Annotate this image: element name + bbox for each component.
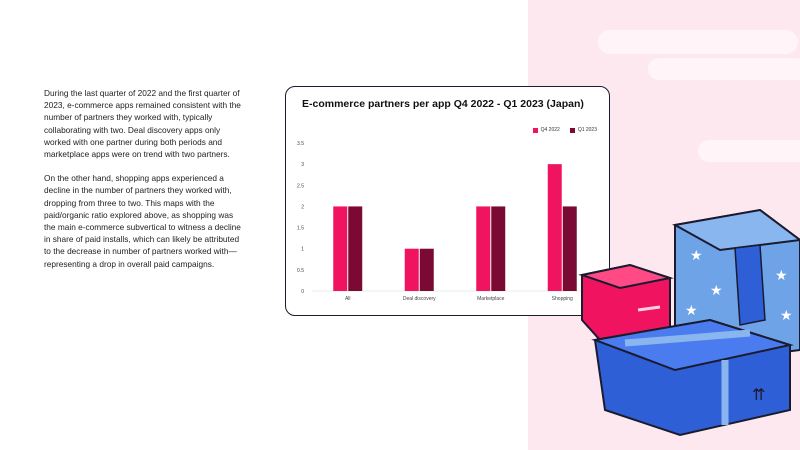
bar-q1 [562,206,577,291]
legend-item-q1: Q1 2023 [569,127,597,133]
x-tick-label: Deal discovery [403,296,436,302]
chart-legend: Q4 2022 Q1 2023 [532,127,597,133]
bar-q4 [333,206,348,291]
y-tick-label: 0.5 [297,268,304,274]
legend-label-q1: Q1 2023 [577,127,597,133]
svg-text:★: ★ [780,307,793,323]
y-tick-label: 1 [301,247,304,253]
bar-q1 [491,206,506,291]
cloud-shape [598,30,798,54]
legend-item-q4: Q4 2022 [532,127,560,133]
x-tick-label: Shopping [552,296,573,302]
cloud-shape [648,58,800,80]
y-tick-label: 3.5 [297,141,304,147]
legend-label-q4: Q4 2022 [540,127,560,133]
svg-text:★: ★ [710,282,723,298]
pink-gift-box [578,263,674,342]
blue-gift-box: ⇈ [591,318,794,437]
bar-q4 [547,164,562,291]
chart-title: E-commerce partners per app Q4 2022 - Q1… [302,98,584,110]
bar-chart: 0 0.5 1 1.5 2 2.5 3 3.5 All Deal discovery Marketp… [297,141,598,302]
y-tick-label: 0 [301,289,304,295]
svg-text:★: ★ [690,247,703,263]
bar-q4 [476,206,491,291]
y-tick-label: 2.5 [297,183,304,189]
intro-paragraph-1: During the last quarter of 2022 and the … [44,88,241,160]
this-side-up-icon: ⇈ [752,387,765,404]
x-tick-label: All [345,296,351,302]
svg-text:★: ★ [775,267,788,283]
x-tick-label: Marketplace [477,296,504,302]
intro-paragraph-2: On the other hand, shopping apps experie… [44,173,241,269]
chart-card: E-commerce partners per app Q4 2022 - Q1… [285,86,610,316]
y-tick-label: 1.5 [297,226,304,232]
gift-boxes-illustration: ★ ★ ★ ★ ★ ⇈ [578,208,800,437]
legend-swatch-q1 [569,127,575,133]
cloud-shape [698,140,800,162]
intro-text: During the last quarter of 2022 and the … [44,87,244,282]
bar-q4 [404,248,419,291]
bar-q1 [419,248,434,291]
legend-swatch-q4 [532,127,538,133]
svg-text:★: ★ [685,302,698,318]
y-tick-label: 3 [301,162,304,168]
y-tick-label: 2 [301,204,304,210]
bar-q1 [348,206,363,291]
